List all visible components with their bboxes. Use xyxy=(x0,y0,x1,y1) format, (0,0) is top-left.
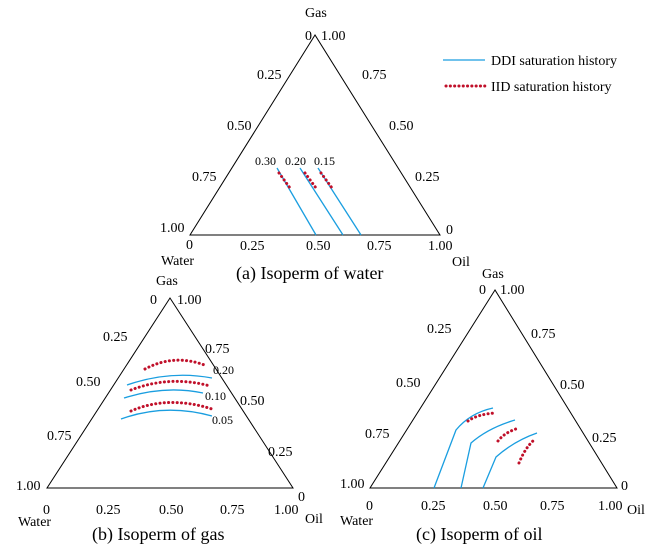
panel-b-iid-curve xyxy=(129,379,212,392)
panel-b-left-tick-4: 1.00 xyxy=(16,479,41,494)
panel-b-left-tick-0: 0 xyxy=(150,293,157,308)
panel-a-left-tick-0: 0 xyxy=(305,29,312,44)
panel-c-left-tick-3: 0.75 xyxy=(365,427,390,442)
panel-a-apex-gas: Gas xyxy=(305,6,327,21)
panel-c-right-tick-4: 0 xyxy=(621,479,628,494)
panel-b-ddi-curve xyxy=(126,374,213,386)
panel-c-iid-curve xyxy=(496,426,521,443)
panel-c-bottom-tick-1: 0.25 xyxy=(421,499,446,514)
panel-c-left-tick-1: 0.25 xyxy=(427,322,452,337)
panel-a-left-tick-3: 0.75 xyxy=(192,170,217,185)
panel-c-iid-curve xyxy=(517,438,536,465)
panel-a-iid-curve xyxy=(303,171,318,190)
panel-a-left-tick-1: 0.25 xyxy=(257,68,282,83)
panel-c-left-tick-0: 0 xyxy=(479,283,486,298)
panel-b-bottom-tick-0: 0 xyxy=(43,503,50,518)
panel-b-iid-curve xyxy=(129,401,214,413)
panel-a-bottom-tick-2: 0.50 xyxy=(306,239,331,254)
panel-a-isoperm-label-2: 0.15 xyxy=(314,154,335,168)
panel-c-triangle xyxy=(369,289,618,489)
legend-ddi-label: DDI saturation history xyxy=(491,54,617,69)
panel-a-right-tick-1: 0.75 xyxy=(362,68,387,83)
panel-c-iid-curve xyxy=(466,411,498,423)
panel-c-right-tick-0: 1.00 xyxy=(500,283,525,298)
panel-b-right-tick-4: 0 xyxy=(298,490,305,505)
panel-a-triangle xyxy=(189,34,441,236)
panel-a-right-tick-3: 0.25 xyxy=(415,170,440,185)
panel-c-right-tick-2: 0.50 xyxy=(560,378,585,393)
panel-b-bottom-tick-3: 0.75 xyxy=(220,503,245,518)
panel-a-caption: (a) Isoperm of water xyxy=(236,263,383,284)
panel-a-apex-oil: Oil xyxy=(452,255,470,270)
panel-b-left-tick-3: 0.75 xyxy=(47,429,72,444)
panel-c-bottom-tick-4: 1.00 xyxy=(598,499,623,514)
panel-c-apex-water: Water xyxy=(340,514,373,529)
panel-c-ddi-curve xyxy=(482,432,538,489)
panel-b-bottom-tick-4: 1.00 xyxy=(274,503,299,518)
panel-b-iid-curve xyxy=(143,358,209,371)
panel-c-bottom-tick-3: 0.75 xyxy=(540,499,565,514)
panel-b-ddi-curve xyxy=(123,389,204,399)
panel-b-isoperm-label-2: 0.05 xyxy=(212,413,233,427)
panel-a-iid-curve xyxy=(319,171,334,190)
panel-a-apex-water: Water xyxy=(161,254,194,269)
panel-a-bottom-tick-3: 0.75 xyxy=(367,239,392,254)
panel-a-ddi-curve xyxy=(317,167,362,236)
panel-b-apex-gas: Gas xyxy=(156,274,178,289)
panel-c-ddi-curve xyxy=(460,419,516,489)
panel-b-isoperm-label-1: 0.10 xyxy=(205,389,226,403)
panel-b-right-tick-1: 0.75 xyxy=(205,342,230,357)
panel-c: Gas Water Oil 0 0.25 0.50 0.75 1.00 1.00… xyxy=(340,267,645,545)
panel-a-isoperm-label-0: 0.30 xyxy=(255,154,276,168)
panel-b-ddi-curve xyxy=(120,409,213,420)
panel-a-iid-curve xyxy=(277,171,292,190)
panel-c-bottom-tick-0: 0 xyxy=(366,499,373,514)
panel-b-isoperm-label-0: 0.20 xyxy=(213,363,234,377)
panel-b-caption: (b) Isoperm of gas xyxy=(92,524,224,545)
panel-a-bottom-tick-0: 0 xyxy=(186,238,193,253)
panel-b-left-tick-1: 0.25 xyxy=(103,330,128,345)
panel-b-right-tick-2: 0.50 xyxy=(240,394,265,409)
panel-a-right-tick-4: 0 xyxy=(446,223,453,238)
panel-c-apex-oil: Oil xyxy=(627,503,645,518)
panel-a-ddi-curve xyxy=(299,167,344,236)
panel-c-right-tick-1: 0.75 xyxy=(531,327,556,342)
panel-a: Gas Water Oil 0 0.25 0.50 0.75 1.00 1.00… xyxy=(160,6,470,284)
panel-c-left-tick-4: 1.00 xyxy=(340,477,365,492)
panel-c-right-tick-3: 0.25 xyxy=(592,431,617,446)
panel-b-apex-oil: Oil xyxy=(305,512,323,527)
panel-c-bottom-tick-2: 0.50 xyxy=(483,499,508,514)
panel-a-bottom-tick-4: 1.00 xyxy=(428,239,453,254)
panel-c-left-tick-2: 0.50 xyxy=(396,376,421,391)
panel-b-right-tick-3: 0.25 xyxy=(268,445,293,460)
legend-iid-label: IID saturation history xyxy=(491,80,612,95)
panel-b: Gas Water Oil 0 0.25 0.50 0.75 1.00 1.00… xyxy=(16,274,323,545)
panel-a-isoperm-label-1: 0.20 xyxy=(285,154,306,168)
panel-c-ddi-curve xyxy=(433,407,494,489)
panel-b-bottom-tick-1: 0.25 xyxy=(96,503,121,518)
panel-c-caption: (c) Isoperm of oil xyxy=(416,524,542,545)
panel-a-bottom-tick-1: 0.25 xyxy=(240,239,265,254)
legend: DDI saturation history IID saturation hi… xyxy=(443,54,617,95)
panel-a-ddi-curve xyxy=(276,167,317,236)
panel-b-right-tick-0: 1.00 xyxy=(177,293,202,308)
panel-a-right-tick-0: 1.00 xyxy=(321,29,346,44)
panel-a-right-tick-2: 0.50 xyxy=(389,119,414,134)
panel-b-apex-water: Water xyxy=(18,515,51,530)
panel-a-left-tick-4: 1.00 xyxy=(160,221,185,236)
panel-c-apex-gas: Gas xyxy=(482,267,504,282)
panel-a-left-tick-2: 0.50 xyxy=(227,119,252,134)
panel-b-left-tick-2: 0.50 xyxy=(76,375,101,390)
panel-b-triangle xyxy=(46,297,294,489)
panel-b-bottom-tick-2: 0.50 xyxy=(159,503,184,518)
